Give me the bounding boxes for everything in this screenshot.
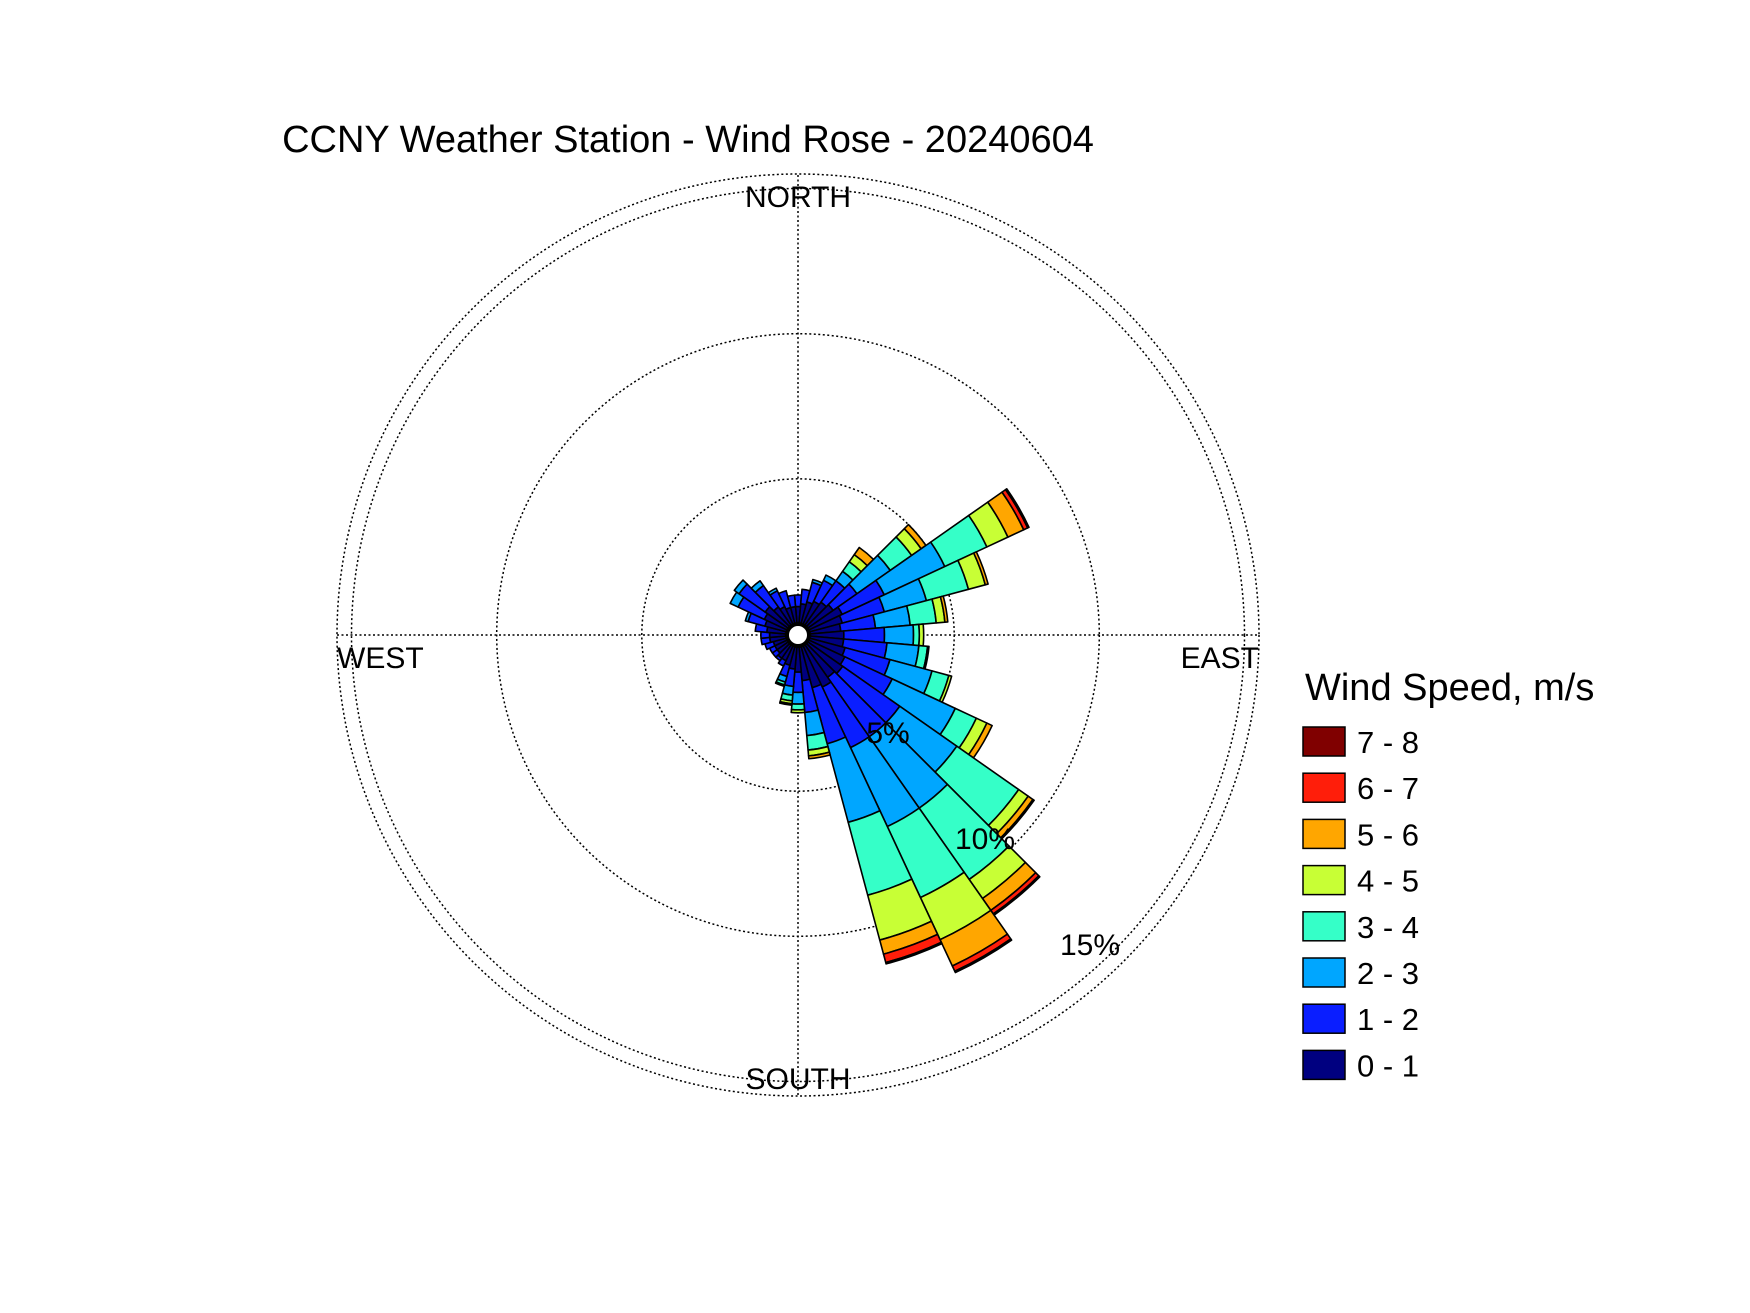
ring-label-15: 15% (1060, 929, 1120, 962)
wind-bar-210deg-bin-1 (777, 657, 787, 667)
legend-swatch-3-4 (1302, 911, 1346, 942)
wind-bar-90deg-bin-2 (883, 624, 915, 646)
wind-bar-190deg-bin-5 (778, 700, 793, 707)
wind-bar-70deg-bin-5 (972, 551, 989, 586)
wind-bar-180deg-bin-2 (791, 691, 805, 705)
wind-bar-200deg-bin-4 (774, 681, 786, 688)
legend: 7 - 8 6 - 7 5 - 6 4 - 5 3 - 4 2 - 3 1 - 2 0 - 1 (1302, 725, 1419, 1083)
legend-swatch-1-2 (1302, 1003, 1346, 1034)
wind-bar-320deg-bin-2 (750, 580, 765, 594)
wind-bar-160deg-bin-7 (884, 941, 943, 965)
wind-bar-340deg-bin-1 (777, 589, 792, 611)
wind-bar-90deg-bin-4 (918, 623, 925, 647)
direction-label-east: EAST (1181, 642, 1259, 675)
wind-bar-150deg-bin-7 (953, 938, 1013, 974)
legend-swatch-0-1 (1302, 1049, 1346, 1081)
wind-bar-350deg-bin-1 (786, 594, 797, 609)
direction-label-south: SOUTH (746, 1063, 851, 1096)
legend-label-4-5: 4 - 5 (1357, 864, 1419, 899)
legend-label-1-2: 1 - 2 (1357, 1002, 1419, 1037)
legend-title: Wind Speed, m/s (1305, 667, 1594, 709)
legend-swatch-2-3 (1302, 957, 1346, 988)
wind-bar-170deg-bin-5 (807, 751, 831, 760)
legend-label-2-3: 2 - 3 (1357, 956, 1419, 991)
legend-label-5-6: 5 - 6 (1357, 817, 1419, 852)
legend-swatch-5-6 (1302, 818, 1346, 850)
grid-ring-10 (495, 332, 1101, 938)
legend-swatch-7-8 (1302, 726, 1346, 757)
grid-ring-5 (641, 478, 955, 792)
wind-bar-80deg-bin-5 (939, 595, 949, 623)
wind-bar-180deg-bin-4 (790, 708, 806, 714)
legend-label-0-1: 0 - 1 (1357, 1048, 1419, 1083)
grid-ring-outer (336, 173, 1260, 1097)
direction-label-north: NORTH (745, 181, 851, 214)
legend-label-6-7: 6 - 7 (1357, 771, 1419, 806)
legend-label-7-8: 7 - 8 (1357, 725, 1419, 760)
wind-rose-bars (729, 488, 1041, 974)
legend-swatch-6-7 (1302, 772, 1346, 803)
legend-swatch-4-5 (1302, 864, 1346, 896)
legend-label-3-4: 3 - 4 (1357, 910, 1419, 945)
grid-ring-15 (350, 187, 1246, 1083)
ring-label-5: 5% (866, 717, 909, 750)
chart-title: CCNY Weather Station - Wind Rose - 20240… (282, 119, 1094, 161)
wind-bar-60deg-bin-7 (1004, 488, 1030, 529)
center-calm-circle (785, 622, 811, 648)
direction-label-west: WEST (337, 642, 424, 675)
wind-bar-330deg-bin-2 (767, 587, 779, 596)
wind-bar-310deg-bin-2 (733, 579, 748, 595)
ring-label-10: 10% (955, 823, 1015, 856)
